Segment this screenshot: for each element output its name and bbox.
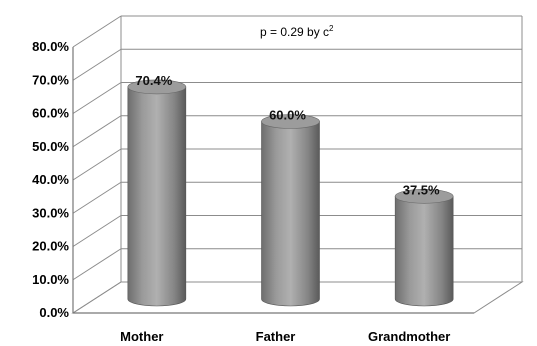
bars (127, 79, 454, 307)
labels: 0.0% 10.0% 20.0% 30.0% 40.0% 50.0% 60.0% 70.0% 8… (32, 39, 450, 344)
gridline-side (72, 48, 122, 81)
gridline-side (72, 82, 122, 114)
x-tick-label: Grandmother (368, 329, 450, 344)
gridline-side (72, 115, 122, 148)
gridline-side (72, 181, 122, 214)
x-tick-label: Father (256, 329, 296, 344)
gridline-side (72, 248, 122, 281)
bar-body (394, 196, 454, 307)
bar-body (127, 86, 187, 307)
data-label: 37.5% (403, 182, 440, 197)
bar-top (261, 114, 320, 129)
bar-grandmother (394, 189, 454, 307)
data-label: 60.0% (269, 108, 306, 123)
bar-father (261, 114, 320, 307)
axes (72, 47, 474, 314)
y-tick-label: 10.0% (32, 272, 69, 287)
y-tick-label: 50.0% (32, 139, 69, 154)
gridline-side (72, 15, 122, 48)
bar-body (261, 121, 320, 307)
bar-mother (127, 79, 187, 307)
y-tick-label: 0.0% (39, 305, 69, 320)
y-tick-label: 70.0% (32, 72, 69, 87)
annotation-text: p = 0.29 by c2 (260, 24, 334, 39)
y-tick-label: 80.0% (32, 39, 69, 54)
bar-top (127, 79, 187, 95)
y-tick-label: 40.0% (32, 172, 69, 187)
y-tick-label: 60.0% (32, 106, 69, 121)
gridline-side (72, 215, 122, 247)
bar-top (394, 189, 454, 204)
data-label: 70.4% (135, 73, 172, 88)
x-tick-label: Mother (120, 329, 163, 344)
gridline-side (72, 148, 122, 181)
y-tick-label: 30.0% (32, 205, 69, 220)
y-tick-label: 20.0% (32, 239, 69, 254)
